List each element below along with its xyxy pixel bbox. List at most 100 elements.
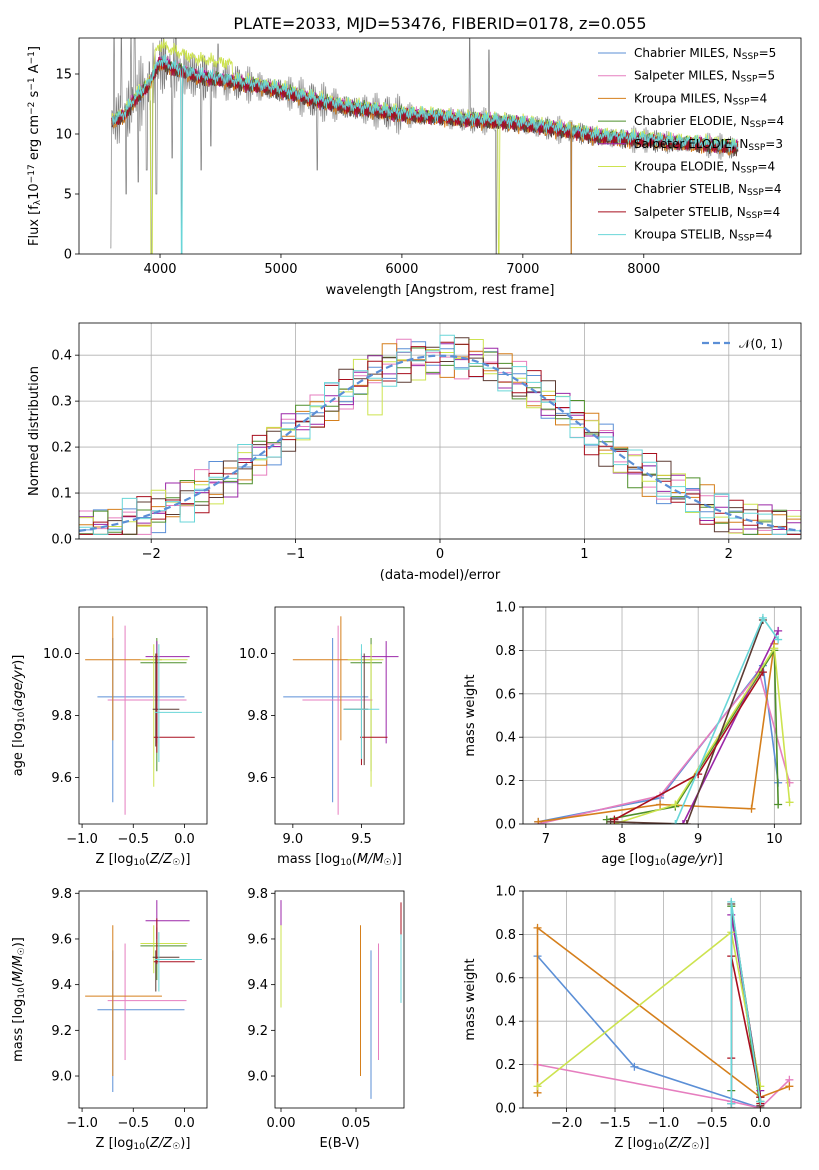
chart-spectrum: 4000 5000 6000 7000 8000 0 5 10 15 Chabrier MILES… — [27, 37, 802, 298]
chart-age-vs-Z: −1.0 −0.5 0.0 9.6 9.8 10.0 Z [log10(Z/Z☉)] age … — [11, 606, 208, 868]
legend-entry-2: Kroupa MILES, NSSP=4 — [634, 91, 767, 107]
x-axis-label: Z [log10(Z/Z☉)] — [96, 1136, 191, 1152]
x-tick-label: 2 — [725, 547, 733, 562]
x-tick-label: −0.5 — [696, 1116, 728, 1131]
y-axis-label: mass weight — [463, 674, 478, 756]
y-tick-label: 9.8 — [51, 709, 72, 724]
chart-weight-vs-age: 7 8 9 10 0.0 0.2 0.4 0.6 0.8 1.0 age [log10(age/yr… — [463, 601, 802, 868]
x-tick-label: −0.5 — [117, 1116, 149, 1131]
weight-marker — [770, 644, 779, 653]
weight-marker — [682, 820, 691, 824]
chart-residuals: −2 −1 0 1 2 0.0 0.1 0.2 0.3 0.4 𝒩(0, 1) (data-model… — [27, 322, 802, 583]
weight-line-6 — [610, 619, 764, 824]
x-tick-label: 8000 — [627, 262, 660, 277]
y-tick-label: 9.6 — [247, 932, 268, 947]
weight-marker — [534, 817, 543, 824]
y-tick-label: 9.2 — [51, 1024, 72, 1039]
axes-frame — [78, 606, 208, 825]
y-tick-label: 0.4 — [495, 731, 516, 746]
y-tick-label: 0.4 — [495, 1015, 516, 1030]
x-tick-label: 9.5 — [351, 832, 372, 847]
y-tick-label: 9.8 — [247, 887, 268, 902]
weight-marker — [656, 800, 665, 809]
weight-marker — [774, 800, 783, 809]
y-tick-label: 0.1 — [51, 487, 72, 502]
weight-marker — [785, 1082, 794, 1091]
weight-marker — [756, 1097, 765, 1106]
weight-marker — [774, 635, 783, 644]
y-tick-label: 9.6 — [51, 932, 72, 947]
weight-marker — [610, 815, 619, 824]
x-tick-label: 0.0 — [174, 832, 195, 847]
y-axis-label: age [log10(age/yr)] — [11, 655, 27, 777]
model-spectrum-8 — [111, 54, 739, 254]
y-tick-label: 0.0 — [495, 1102, 516, 1117]
weight-marker — [727, 1099, 736, 1108]
axes-frame — [78, 890, 208, 1109]
x-tick-label: −1.0 — [648, 1116, 680, 1131]
plot-area — [283, 616, 399, 815]
y-tick-label: 0.6 — [495, 971, 516, 986]
x-tick-label: 8 — [618, 832, 626, 847]
weight-line-3 — [606, 647, 779, 821]
y-tick-label: 9.4 — [247, 978, 268, 993]
x-axis-label: mass [log10(M/M☉)] — [277, 852, 402, 868]
axes-frame — [522, 606, 802, 825]
x-axis-label: Z [log10(Z/Z☉)] — [615, 1136, 710, 1152]
x-tick-label: 7 — [542, 832, 550, 847]
y-tick-label: 1.0 — [495, 601, 516, 616]
x-axis-label: E(B-V) — [319, 1136, 359, 1151]
y-tick-label: 9.4 — [51, 978, 72, 993]
weight-marker — [533, 923, 542, 932]
y-tick-label: 9.8 — [247, 709, 268, 724]
y-tick-label: 9.6 — [247, 771, 268, 786]
normal-curve — [79, 354, 801, 532]
y-axis-label: mass weight — [463, 958, 478, 1040]
x-tick-label: −1 — [286, 547, 305, 562]
x-tick-label: −1.0 — [66, 832, 98, 847]
y-tick-label: 1.0 — [495, 885, 516, 900]
x-tick-label: −1.5 — [599, 1116, 631, 1131]
y-tick-label: 0.8 — [495, 928, 516, 943]
y-axis-label: Normed distribution — [27, 366, 42, 496]
legend-entry-7: Salpeter STELIB, NSSP=4 — [634, 205, 780, 221]
weight-marker — [727, 897, 736, 906]
x-axis-label: age [log10(age/yr)] — [601, 852, 723, 868]
axes-frame — [522, 890, 802, 1109]
legend-entry-8: Kroupa STELIB, NSSP=4 — [634, 228, 772, 244]
weight-marker — [678, 820, 687, 824]
plot-area — [79, 334, 801, 539]
legend-entry-3: Chabrier ELODIE, NSSP=4 — [634, 114, 784, 130]
weight-line-8 — [730, 901, 762, 1104]
weight-line-5 — [614, 645, 791, 824]
y-tick-label: 10.0 — [239, 647, 268, 662]
x-tick-label: 9 — [694, 832, 702, 847]
y-tick-label: 0.2 — [495, 774, 516, 789]
weight-line-1 — [538, 670, 791, 824]
plot-area — [533, 897, 794, 1108]
legend-entry-normal: 𝒩(0, 1) — [739, 337, 783, 351]
legend-entry-1: Salpeter MILES, NSSP=5 — [634, 69, 775, 85]
axes-frame — [274, 890, 405, 1109]
figure-title: PLATE=2033, MJD=53476, FIBERID=0178, z=0… — [233, 14, 646, 33]
y-tick-label: 10 — [55, 128, 72, 143]
y-tick-label: 0.8 — [495, 644, 516, 659]
x-axis-label: wavelength [Angstrom, rest frame] — [326, 283, 555, 298]
weight-line-2 — [536, 926, 790, 1099]
weight-marker — [774, 626, 783, 635]
x-tick-label: 0.0 — [174, 1116, 195, 1131]
x-tick-label: −0.5 — [117, 832, 149, 847]
chart-age-vs-mass: 9.0 9.5 9.6 9.8 10.0 mass [log10(M/M☉)] — [239, 606, 405, 868]
weight-marker — [747, 804, 756, 813]
y-tick-label: 15 — [55, 68, 72, 83]
weight-marker — [758, 668, 767, 677]
weight-line-1 — [537, 1063, 790, 1108]
y-axis-label: Flux [fλ10−17 erg cm−2 s−1 A−1] — [27, 46, 43, 246]
y-tick-label: 9.8 — [51, 887, 72, 902]
y-axis-label: mass [log10(M/M☉)] — [11, 937, 27, 1062]
y-tick-label: 0.2 — [495, 1058, 516, 1073]
x-tick-label: 0.05 — [342, 1116, 371, 1131]
x-tick-label: 6000 — [385, 262, 418, 277]
